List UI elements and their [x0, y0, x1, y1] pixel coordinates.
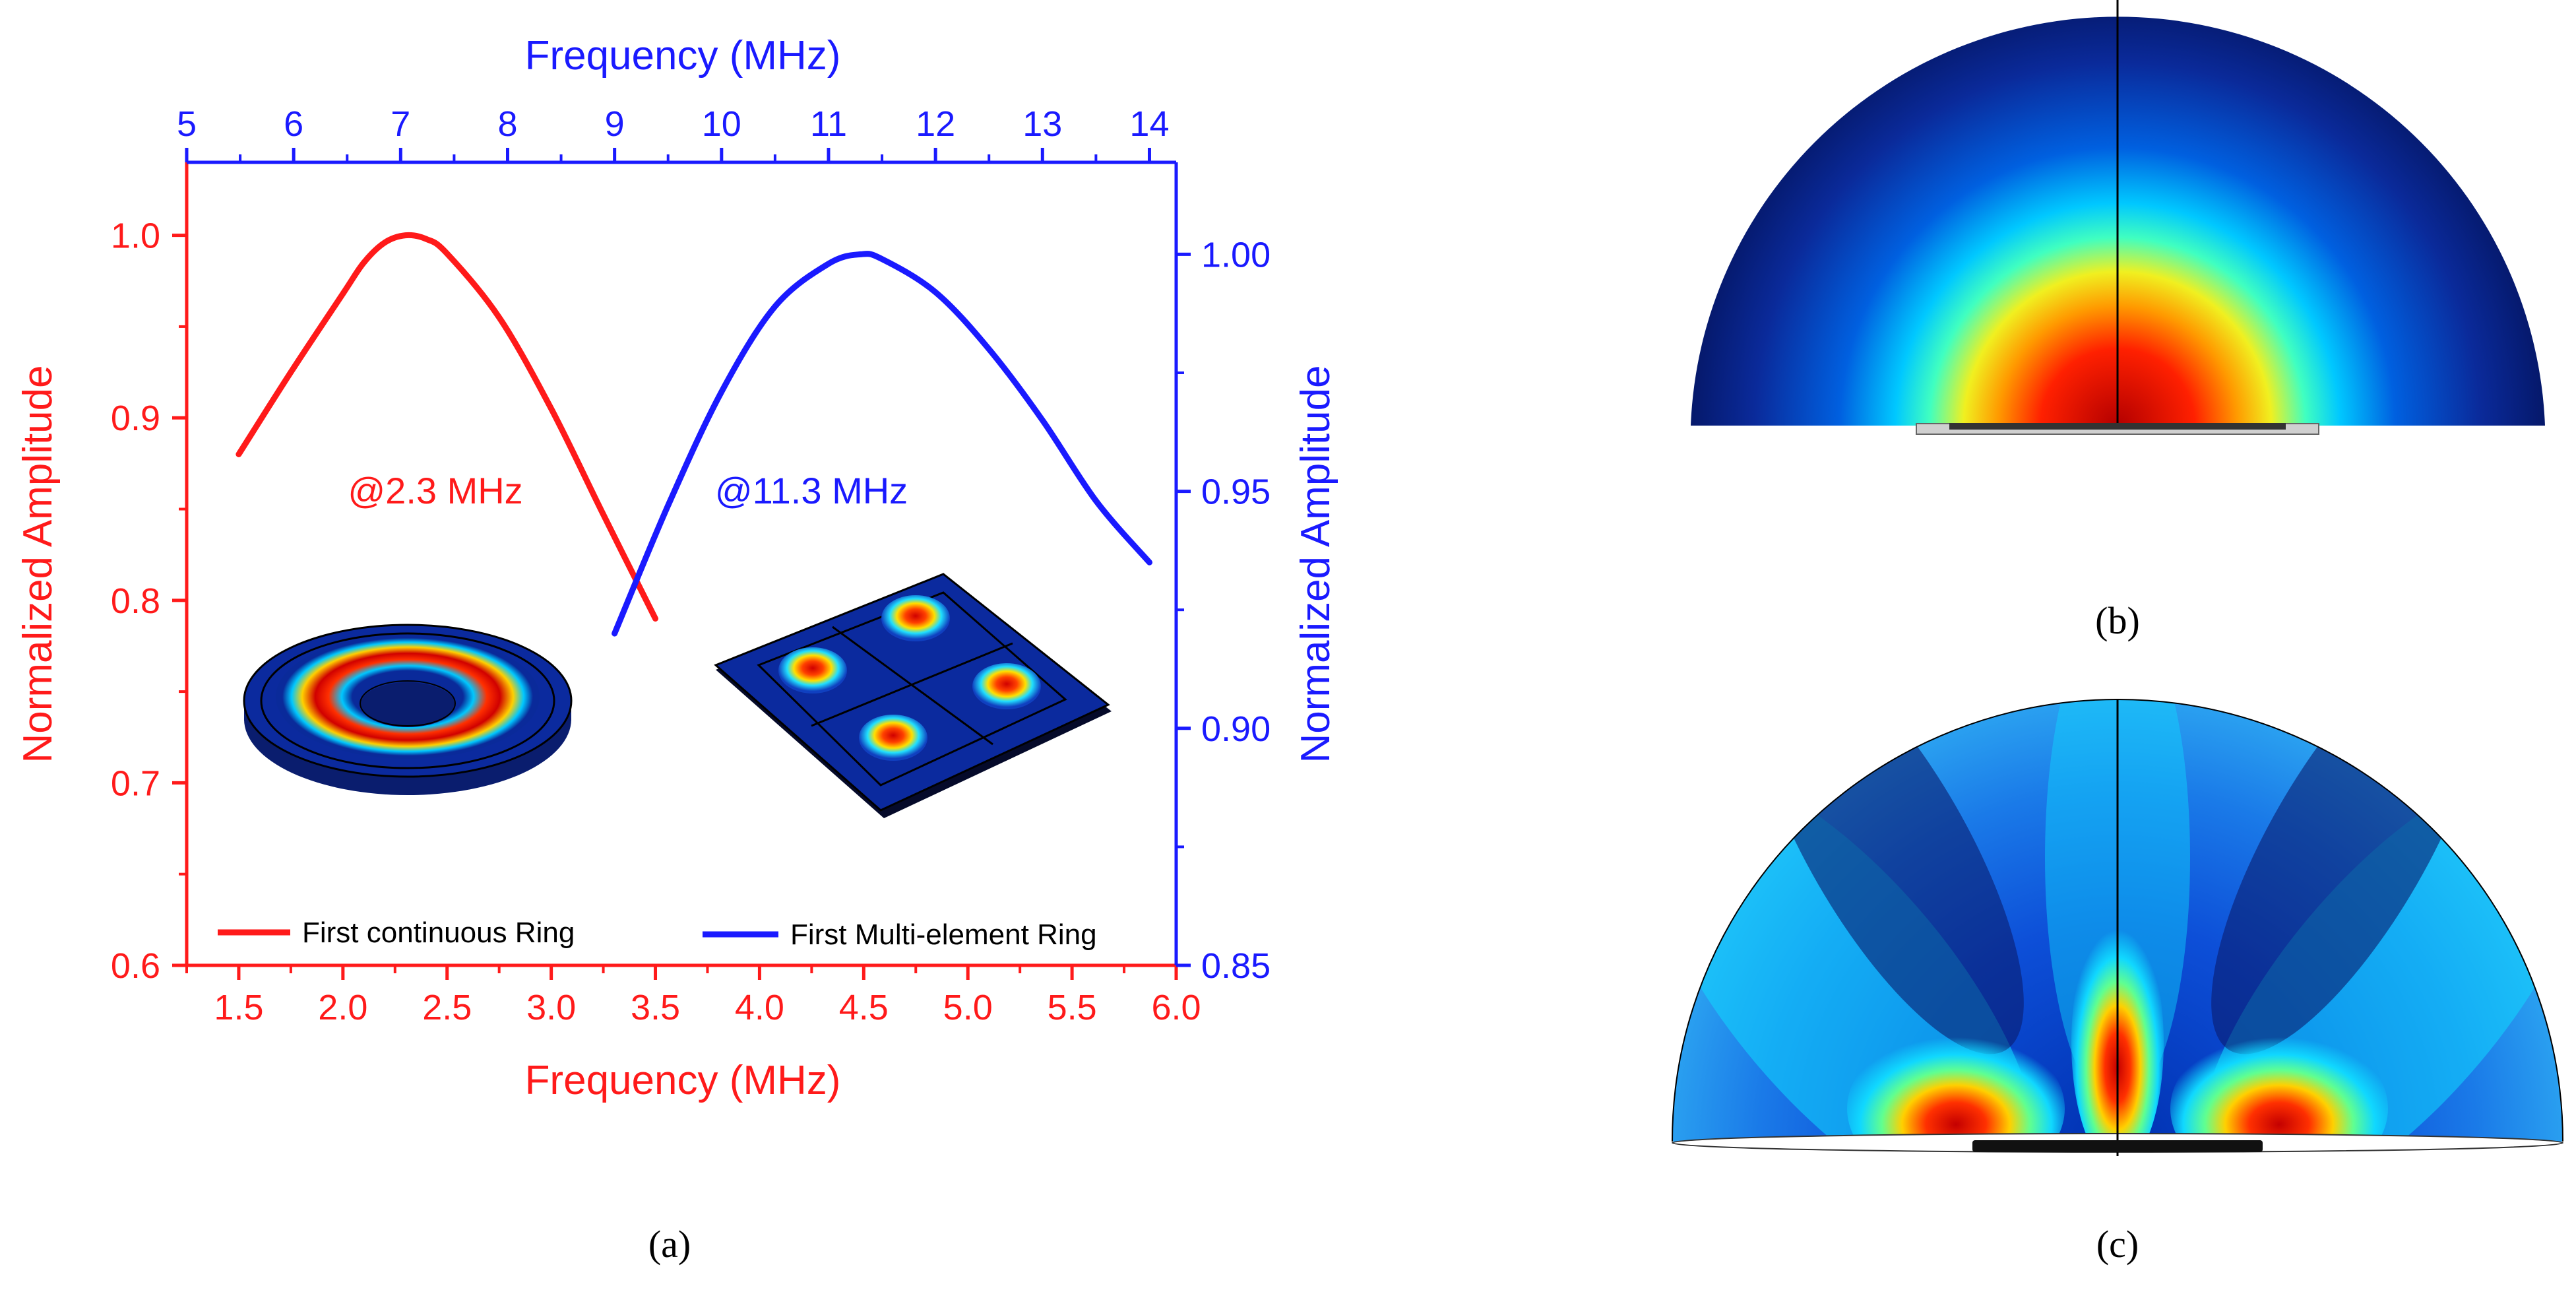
- x-top-tick-label: 11: [810, 104, 847, 144]
- x-bottom-tick-label: 1.5: [214, 988, 263, 1027]
- right-axis-ticks: 0.85 0.90 0.95 1.00: [1176, 235, 1271, 986]
- bottom-axis-ticks: 1.5 2.0 2.5 3.0 3.5 4.0 4.5 5.0 5.5 6.0: [185, 965, 1201, 1027]
- y-right-axis-label: Normalized Amplitude: [1293, 365, 1338, 763]
- x-top-tick-label: 14: [1129, 104, 1169, 144]
- legend-label-continuous: First continuous Ring: [302, 917, 575, 949]
- x-top-tick-label: 12: [916, 104, 955, 144]
- series-line-first-continuous-ring: [236, 232, 658, 622]
- y-left-tick-label: 0.8: [111, 581, 160, 621]
- x-bottom-tick-label: 2.0: [318, 988, 367, 1027]
- series-line-first-multi-element-ring: [612, 251, 1152, 637]
- caption-b: (b): [2095, 599, 2140, 642]
- continuous-ring-model-image: [243, 624, 573, 795]
- x-bottom-tick-label: 5.5: [1048, 988, 1097, 1027]
- y-right-tick-label: 0.95: [1201, 472, 1271, 512]
- legend: First continuous Ring First Multi-elemen…: [218, 917, 1097, 951]
- x-bottom-tick-label: 3.5: [631, 988, 680, 1027]
- field-map-panel-c: [1672, 699, 2563, 1156]
- y-left-tick-label: 0.6: [111, 946, 160, 986]
- y-left-tick-label: 0.9: [111, 399, 160, 438]
- x-bottom-tick-label: 6.0: [1151, 988, 1201, 1027]
- y-left-tick-label: 1.0: [111, 216, 160, 256]
- x-top-tick-label: 10: [702, 104, 741, 144]
- y-right-tick-label: 0.90: [1201, 709, 1271, 749]
- x-bottom-tick-label: 3.0: [526, 988, 576, 1027]
- x-bottom-tick-label: 4.0: [735, 988, 784, 1027]
- x-top-axis-label: Frequency (MHz): [525, 33, 841, 79]
- x-top-tick-label: 7: [391, 104, 410, 144]
- x-top-tick-label: 8: [497, 104, 517, 144]
- y-left-axis-label: Normalized Amplitude: [15, 365, 61, 763]
- x-top-tick-label: 9: [605, 104, 625, 144]
- y-right-tick-label: 0.85: [1201, 946, 1271, 986]
- x-top-tick-label: 5: [177, 104, 197, 144]
- legend-label-multi-element: First Multi-element Ring: [790, 919, 1097, 951]
- caption-a: (a): [648, 1223, 691, 1266]
- chart-panel-a: 1.5 2.0 2.5 3.0 3.5 4.0 4.5 5.0 5.5 6.0 5 6 7 8 9 10 11…: [15, 33, 1338, 1103]
- y-left-tick-label: 0.7: [111, 763, 160, 803]
- x-bottom-tick-label: 2.5: [422, 988, 472, 1027]
- x-bottom-tick-label: 5.0: [943, 988, 993, 1027]
- x-bottom-axis-label: Frequency (MHz): [525, 1058, 841, 1103]
- y-right-tick-label: 1.00: [1201, 235, 1271, 274]
- x-top-tick-label: 6: [284, 104, 303, 144]
- field-map-panel-b: [1691, 0, 2545, 435]
- annotation-11-3-mhz: @11.3 MHz: [715, 470, 908, 511]
- multi-element-ring-model-image: [714, 573, 1112, 818]
- caption-c: (c): [2096, 1223, 2139, 1266]
- left-axis-ticks: 0.6 0.7 0.8 0.9 1.0: [111, 216, 187, 986]
- x-bottom-tick-label: 4.5: [839, 988, 889, 1027]
- x-top-tick-label: 13: [1022, 104, 1062, 144]
- top-axis-ticks: 5 6 7 8 9 10 11 12 13 14: [177, 104, 1169, 162]
- annotation-2-3-mhz: @2.3 MHz: [348, 470, 522, 511]
